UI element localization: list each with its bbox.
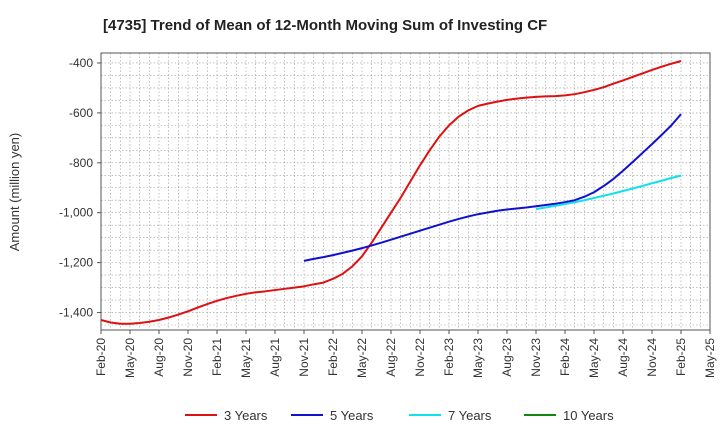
x-tick-label: Aug-23 — [500, 338, 514, 377]
x-tick-label: Feb-20 — [94, 338, 108, 376]
x-tick-label: May-21 — [239, 338, 253, 378]
y-tick-label: -1,400 — [59, 306, 93, 320]
y-tick-label: -800 — [69, 156, 93, 170]
x-tick-label: Nov-24 — [645, 338, 659, 377]
y-tick-label: -400 — [69, 56, 93, 70]
legend: 3 Years 5 Years 7 Years 10 Years — [185, 408, 614, 423]
x-tick-label: Aug-21 — [268, 338, 282, 377]
x-tick-label: Feb-24 — [558, 338, 572, 376]
x-tick-label: May-22 — [355, 338, 369, 378]
grid — [100, 53, 711, 330]
x-tick-label: Nov-22 — [413, 338, 427, 377]
x-tick-label: Nov-21 — [297, 338, 311, 377]
x-axis: Feb-20 May-20 Aug-20 Nov-20 Feb-21 May-21 Aug-… — [94, 330, 717, 378]
y-axis: -400 -600 -800 -1,000 -1,200 -1,400 — [59, 56, 101, 320]
x-tick-label: May-25 — [703, 338, 717, 378]
x-tick-label: Feb-23 — [442, 338, 456, 376]
x-tick-label: Nov-20 — [181, 338, 195, 377]
x-tick-label: Feb-21 — [210, 338, 224, 376]
x-tick-label: Aug-22 — [384, 338, 398, 377]
x-tick-label: Feb-22 — [326, 338, 340, 376]
x-tick-label: Aug-24 — [616, 338, 630, 377]
x-tick-label: Aug-20 — [152, 338, 166, 377]
series-line-5-years — [303, 113, 682, 262]
x-tick-label: May-23 — [471, 338, 485, 378]
y-tick-label: -600 — [69, 106, 93, 120]
legend-label: 7 Years — [448, 408, 492, 423]
x-tick-label: May-24 — [587, 338, 601, 378]
legend-label: 3 Years — [224, 408, 268, 423]
series-layer — [100, 60, 682, 325]
y-axis-label: Amount (million yen) — [7, 133, 22, 252]
y-tick-label: -1,200 — [59, 256, 93, 270]
x-tick-label: Nov-23 — [529, 338, 543, 377]
plot-area — [100, 52, 711, 331]
legend-label: 5 Years — [330, 408, 374, 423]
series-line-7-years — [535, 174, 682, 210]
x-tick-label: May-20 — [123, 338, 137, 378]
chart-title: [4735] Trend of Mean of 12-Month Moving … — [103, 17, 547, 34]
legend-label: 10 Years — [563, 408, 614, 423]
y-tick-label: -1,000 — [59, 206, 93, 220]
x-tick-label: Feb-25 — [674, 338, 688, 376]
series-line-3-years — [100, 60, 682, 325]
